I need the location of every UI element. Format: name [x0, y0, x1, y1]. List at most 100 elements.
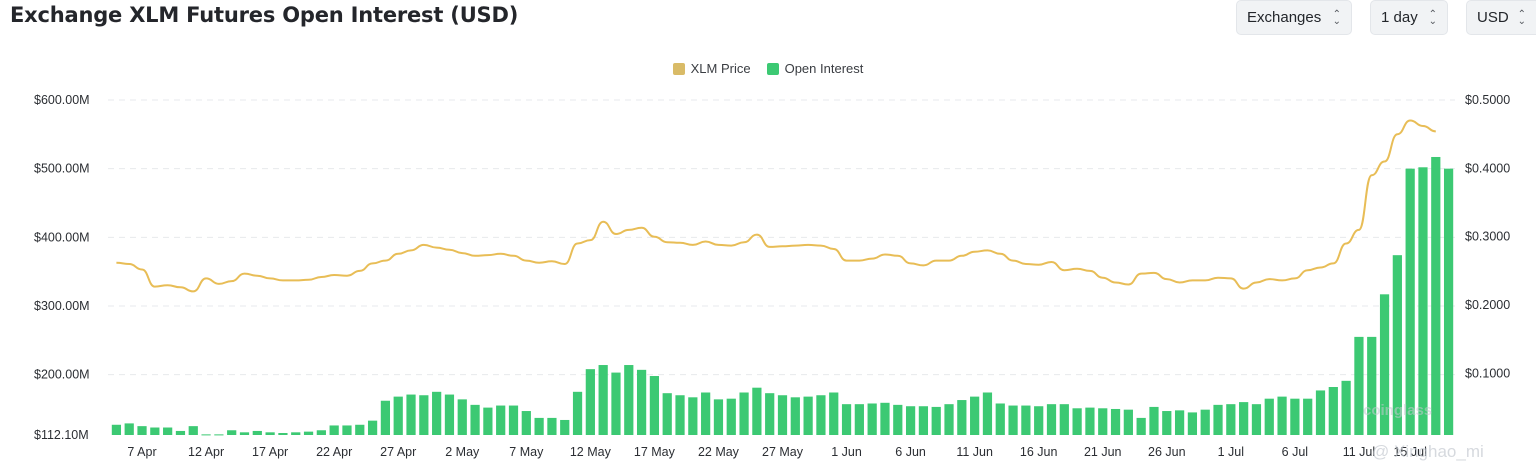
open-interest-bar[interactable]: [214, 434, 224, 436]
open-interest-bar[interactable]: [419, 395, 429, 435]
open-interest-bar[interactable]: [201, 434, 211, 436]
open-interest-bar[interactable]: [124, 423, 134, 435]
open-interest-bar[interactable]: [483, 407, 493, 435]
open-interest-bar[interactable]: [252, 430, 262, 435]
open-interest-bar[interactable]: [508, 405, 519, 435]
open-interest-bar[interactable]: [854, 404, 864, 435]
open-interest-bar[interactable]: [701, 392, 711, 435]
open-interest-bar[interactable]: [1046, 404, 1057, 435]
open-interest-bar[interactable]: [303, 431, 314, 435]
open-interest-bar[interactable]: [1251, 404, 1262, 435]
open-interest-bar[interactable]: [1059, 404, 1069, 435]
open-interest-bar[interactable]: [1431, 156, 1441, 435]
open-interest-bar[interactable]: [367, 420, 378, 435]
legend-item-price[interactable]: XLM Price: [672, 61, 751, 76]
open-interest-bar[interactable]: [534, 417, 544, 435]
open-interest-bar[interactable]: [175, 430, 186, 435]
open-interest-bar[interactable]: [150, 427, 160, 435]
open-interest-bar[interactable]: [1123, 409, 1133, 435]
open-interest-bar[interactable]: [1354, 336, 1364, 435]
open-interest-bar[interactable]: [1098, 408, 1108, 435]
open-interest-bar[interactable]: [1367, 336, 1377, 435]
open-interest-bar[interactable]: [636, 369, 647, 435]
open-interest-bar[interactable]: [829, 392, 839, 435]
exchanges-select[interactable]: Exchanges ⌃ ⌄: [1236, 0, 1352, 35]
open-interest-bar[interactable]: [1443, 168, 1454, 435]
open-interest-bar[interactable]: [1162, 411, 1172, 435]
open-interest-bar[interactable]: [355, 424, 365, 435]
open-interest-bar[interactable]: [1226, 404, 1236, 435]
open-interest-bar[interactable]: [1213, 404, 1223, 435]
open-interest-bar[interactable]: [918, 406, 929, 435]
open-interest-bar[interactable]: [713, 399, 724, 435]
open-interest-bar[interactable]: [1277, 396, 1287, 435]
open-interest-bar[interactable]: [1418, 167, 1428, 435]
open-interest-bar[interactable]: [406, 394, 416, 435]
open-interest-bar[interactable]: [1136, 417, 1146, 435]
open-interest-bar[interactable]: [291, 432, 301, 435]
open-interest-bar[interactable]: [316, 430, 326, 435]
open-interest-bar[interactable]: [803, 396, 813, 435]
open-interest-bar[interactable]: [1008, 405, 1018, 435]
open-interest-bar[interactable]: [790, 397, 800, 435]
open-interest-bar[interactable]: [1405, 168, 1415, 435]
open-interest-bar[interactable]: [239, 432, 250, 435]
open-interest-bar[interactable]: [1149, 406, 1159, 435]
open-interest-bar[interactable]: [739, 392, 749, 435]
open-interest-bar[interactable]: [1085, 407, 1095, 435]
open-interest-bar[interactable]: [1239, 402, 1249, 435]
open-interest-bar[interactable]: [1264, 398, 1274, 435]
open-interest-bar[interactable]: [649, 376, 660, 435]
open-interest-bar[interactable]: [163, 427, 173, 435]
open-interest-bar[interactable]: [380, 400, 391, 435]
open-interest-bar[interactable]: [995, 403, 1005, 435]
open-interest-bar[interactable]: [1021, 405, 1031, 435]
open-interest-bar[interactable]: [905, 406, 916, 435]
open-interest-bar[interactable]: [611, 372, 621, 435]
open-interest-bar[interactable]: [982, 392, 993, 435]
open-interest-bar[interactable]: [1174, 410, 1185, 435]
open-interest-bar[interactable]: [765, 393, 775, 435]
open-interest-bar[interactable]: [1315, 390, 1326, 435]
open-interest-bar[interactable]: [944, 404, 954, 435]
open-interest-bar[interactable]: [278, 433, 288, 435]
open-interest-bar[interactable]: [265, 432, 275, 435]
open-interest-bar[interactable]: [970, 396, 980, 435]
open-interest-bar[interactable]: [867, 403, 877, 435]
open-interest-bar[interactable]: [444, 394, 455, 435]
open-interest-bar[interactable]: [675, 395, 685, 435]
open-interest-bar[interactable]: [1187, 412, 1198, 435]
open-interest-bar[interactable]: [393, 396, 403, 435]
open-interest-bar[interactable]: [1392, 255, 1402, 435]
open-interest-bar[interactable]: [1379, 294, 1390, 435]
open-interest-bar[interactable]: [560, 419, 570, 435]
open-interest-bar[interactable]: [1290, 398, 1300, 435]
open-interest-bar[interactable]: [777, 395, 788, 435]
open-interest-bar[interactable]: [432, 391, 442, 435]
open-interest-bar[interactable]: [329, 425, 339, 435]
open-interest-bar[interactable]: [816, 395, 826, 435]
open-interest-bar[interactable]: [342, 425, 352, 435]
open-interest-bar[interactable]: [726, 398, 736, 435]
open-interest-bar[interactable]: [1341, 380, 1351, 435]
open-interest-bar[interactable]: [1328, 387, 1338, 435]
open-interest-bar[interactable]: [1110, 408, 1121, 435]
open-interest-bar[interactable]: [841, 404, 852, 435]
open-interest-bar[interactable]: [931, 406, 941, 435]
open-interest-bar[interactable]: [111, 424, 122, 435]
open-interest-bar[interactable]: [1034, 406, 1044, 435]
open-interest-bar[interactable]: [688, 397, 698, 435]
open-interest-bar[interactable]: [957, 400, 967, 435]
open-interest-bar[interactable]: [188, 426, 198, 435]
interval-select[interactable]: 1 day ⌃ ⌄: [1370, 0, 1448, 35]
open-interest-bar[interactable]: [585, 369, 595, 435]
open-interest-bar[interactable]: [1303, 398, 1313, 435]
open-interest-bar[interactable]: [521, 411, 531, 435]
open-interest-bar[interactable]: [1072, 408, 1082, 435]
open-interest-bar[interactable]: [662, 393, 672, 435]
open-interest-bar[interactable]: [547, 417, 557, 435]
open-interest-bar[interactable]: [470, 404, 480, 435]
price-line-path[interactable]: [116, 119, 1436, 293]
open-interest-bar[interactable]: [624, 365, 634, 435]
open-interest-bar[interactable]: [496, 405, 506, 435]
